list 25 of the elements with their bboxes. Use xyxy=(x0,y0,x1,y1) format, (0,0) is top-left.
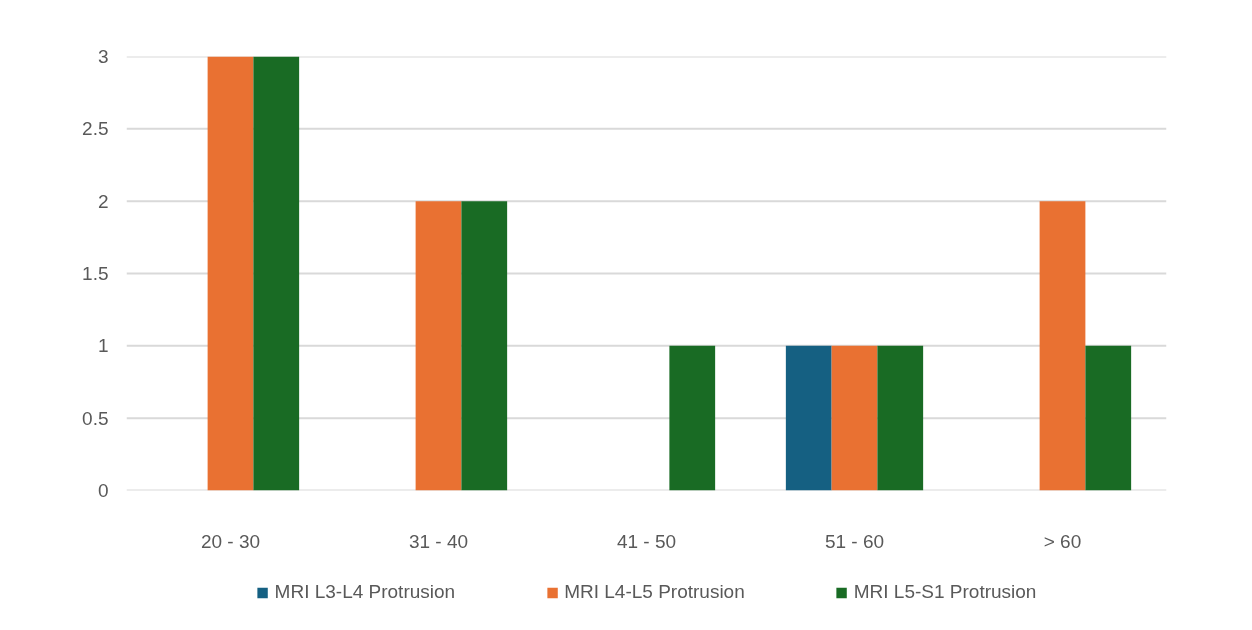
x-tick-label: 41 - 50 xyxy=(616,530,677,552)
x-tick-label: 51 - 60 xyxy=(824,530,885,552)
legend-label: MRI L5-S1 Protrusion xyxy=(853,581,1037,603)
bar xyxy=(415,201,462,491)
legend-label: MRI L4-L5 Protrusion xyxy=(564,581,745,603)
x-tick-label: > 60 xyxy=(1043,530,1082,552)
x-tick-label: 20 - 30 xyxy=(200,530,261,552)
bar xyxy=(461,201,508,491)
bar xyxy=(669,345,716,491)
bar xyxy=(1039,201,1086,491)
y-tick-label: 0 xyxy=(97,480,109,501)
y-tick-label: 2 xyxy=(97,190,109,212)
bar xyxy=(207,56,254,491)
y-tick-label: 0.5 xyxy=(82,407,109,429)
legend-label: MRI L3-L4 Protrusion xyxy=(274,581,456,603)
y-tick-label: 3 xyxy=(97,46,109,67)
y-tick-label: 1.5 xyxy=(82,263,109,284)
y-tick-label: 1 xyxy=(97,335,109,357)
bar xyxy=(877,345,924,491)
bar xyxy=(1085,345,1132,491)
bar xyxy=(831,345,878,491)
x-tick-label: 31 - 40 xyxy=(408,530,469,552)
bar xyxy=(253,56,300,491)
y-tick-label: 2.5 xyxy=(82,118,109,140)
bar xyxy=(785,345,832,491)
